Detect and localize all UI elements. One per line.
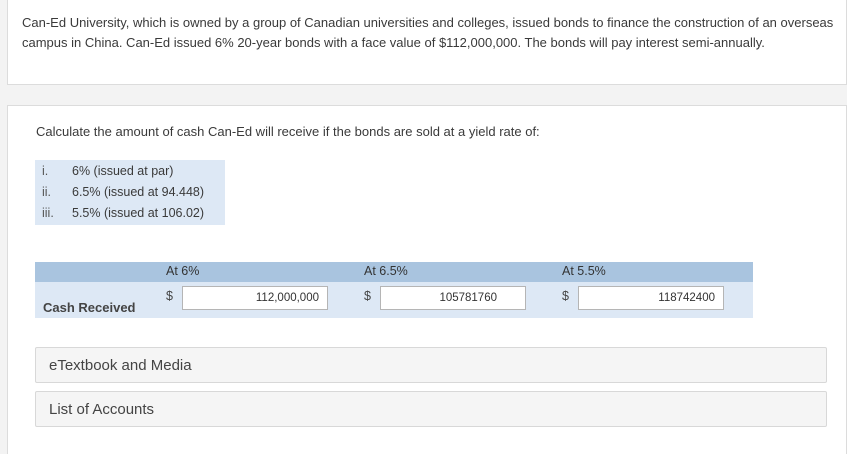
table-header: At 6% At 6.5% At 5.5% bbox=[35, 262, 753, 282]
list-of-accounts-label: List of Accounts bbox=[49, 401, 155, 418]
etextbook-media-label: eTextbook and Media bbox=[49, 357, 192, 374]
list-of-accounts-button[interactable]: List of Accounts bbox=[35, 391, 827, 427]
cash-6-5pct-input[interactable] bbox=[380, 286, 526, 310]
question-card: Calculate the amount of cash Can-Ed will… bbox=[7, 105, 847, 454]
column-header-6pct: At 6% bbox=[166, 264, 200, 278]
question-prompt: Calculate the amount of cash Can-Ed will… bbox=[36, 124, 540, 139]
option-item: iii. 5.5% (issued at 106.02) bbox=[35, 203, 225, 224]
option-item: i. 6% (issued at par) bbox=[35, 161, 225, 182]
cash-6pct-input[interactable] bbox=[182, 286, 328, 310]
option-item: ii. 6.5% (issued at 94.448) bbox=[35, 182, 225, 203]
problem-card: Can-Ed University, which is owned by a g… bbox=[7, 0, 847, 85]
etextbook-media-button[interactable]: eTextbook and Media bbox=[35, 347, 827, 383]
option-number: i. bbox=[42, 164, 49, 178]
answer-table: At 6% At 6.5% At 5.5% Cash Received $ $ … bbox=[35, 262, 753, 318]
problem-text: Can-Ed University, which is owned by a g… bbox=[22, 15, 834, 50]
option-text: 6.5% (issued at 94.448) bbox=[72, 185, 205, 199]
column-header-5-5pct: At 5.5% bbox=[562, 264, 606, 278]
option-number: iii. bbox=[42, 206, 54, 220]
option-text: 5.5% (issued at 106.02) bbox=[72, 206, 205, 220]
currency-symbol: $ bbox=[166, 289, 173, 303]
column-header-6-5pct: At 6.5% bbox=[364, 264, 408, 278]
currency-symbol: $ bbox=[364, 289, 371, 303]
cash-5-5pct-input[interactable] bbox=[578, 286, 724, 310]
option-text: 6% (issued at par) bbox=[72, 164, 174, 178]
options-list: i. 6% (issued at par) ii. 6.5% (issued a… bbox=[35, 160, 225, 225]
currency-symbol: $ bbox=[562, 289, 569, 303]
row-label-cash-received: Cash Received bbox=[43, 300, 136, 315]
option-number: ii. bbox=[42, 185, 52, 199]
